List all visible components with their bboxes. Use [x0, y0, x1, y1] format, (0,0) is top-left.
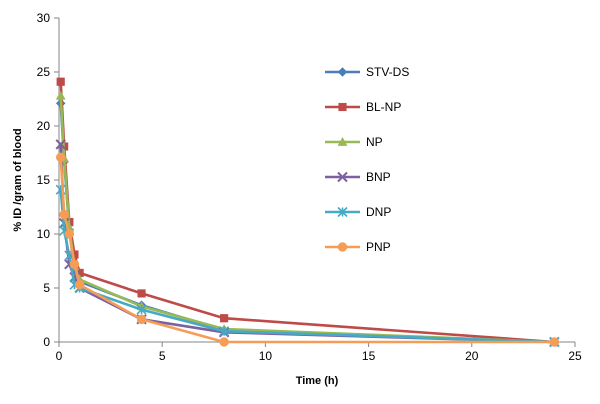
legend-marker	[338, 102, 347, 112]
y-tick-label: 10	[37, 227, 51, 241]
y-tick-label: 0	[43, 335, 50, 349]
series-dnp	[55, 184, 560, 348]
legend-item: PNP	[325, 240, 391, 254]
legend-marker	[337, 206, 348, 218]
data-point	[219, 326, 230, 337]
data-point	[55, 139, 66, 150]
data-point	[64, 229, 75, 239]
data-point	[56, 77, 65, 86]
data-point	[549, 337, 560, 347]
legend-label: BNP	[366, 170, 391, 184]
data-point	[69, 259, 80, 269]
series-line	[59, 144, 555, 344]
y-tick-label: 25	[37, 65, 51, 79]
series-line	[59, 157, 555, 344]
x-tick-label: 25	[568, 349, 582, 363]
series-pnp	[55, 152, 560, 347]
data-point	[55, 90, 66, 100]
legend-item: STV-DS	[325, 65, 409, 79]
series-bnp	[55, 139, 560, 348]
y-tick-label: 30	[37, 11, 51, 25]
legend-label: DNP	[366, 205, 391, 219]
legend-item: BL-NP	[325, 100, 401, 114]
data-point	[137, 289, 146, 298]
x-tick-label: 0	[56, 349, 63, 363]
data-point	[220, 314, 229, 323]
x-axis-title: Time (h)	[296, 375, 339, 387]
legend-label: NP	[366, 135, 383, 149]
x-tick-label: 10	[259, 349, 273, 363]
y-tick-label: 5	[43, 281, 50, 295]
series-stv-ds	[55, 98, 560, 347]
series-line	[59, 189, 555, 344]
x-ticks: 0 5 10 15 20 25	[56, 342, 582, 363]
data-point	[219, 337, 229, 347]
data-point	[136, 314, 147, 325]
plot-area	[55, 77, 560, 348]
data-point	[55, 152, 66, 163]
legend-item: BNP	[325, 170, 391, 184]
legend-marker	[337, 67, 348, 77]
x-tick-label: 15	[362, 349, 376, 363]
y-tick-label: 20	[37, 119, 51, 133]
x-tick-label: 5	[159, 349, 166, 363]
legend-label: PNP	[366, 240, 391, 254]
legend-marker	[337, 242, 348, 252]
data-point	[136, 304, 147, 315]
legend: STV-DS BL-NP NP BNP DNP PNP	[325, 65, 409, 254]
data-point	[74, 280, 85, 290]
y-axis-title: % ID /gram of blood	[12, 128, 24, 231]
legend-marker	[337, 136, 348, 146]
series-line	[59, 95, 555, 344]
y-tick-label: 15	[37, 173, 51, 187]
legend-marker	[337, 171, 348, 183]
axes: 0 5 10 15 20 25 30 0 5 10 15 20 25	[37, 11, 582, 363]
legend-label: BL-NP	[366, 100, 401, 114]
legend-item: NP	[325, 135, 383, 149]
legend-item: DNP	[325, 205, 391, 219]
data-point	[59, 209, 69, 220]
y-ticks: 0 5 10 15 20 25 30	[37, 11, 59, 349]
x-tick-label: 20	[465, 349, 479, 363]
legend-label: STV-DS	[366, 65, 409, 79]
